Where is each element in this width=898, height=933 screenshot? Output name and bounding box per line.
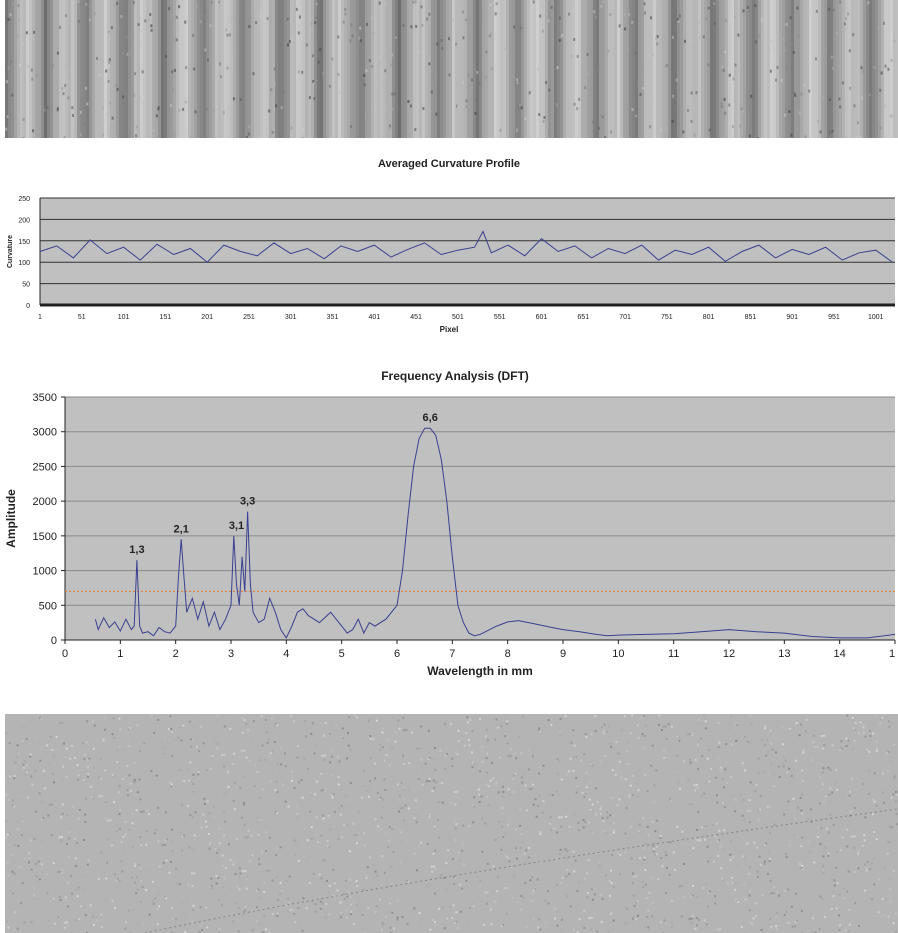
chart1-x-label: Pixel <box>440 325 459 334</box>
chart2-x-tick-label: 6 <box>394 648 400 660</box>
chart1-x-tick-label: 701 <box>619 314 631 321</box>
chart1-y-tick-label: 250 <box>18 196 30 203</box>
chart2-x-tick-label: 4 <box>283 648 289 660</box>
chart1-x-tick-label: 951 <box>828 314 840 321</box>
chart2-x-tick-label: 5 <box>339 648 345 660</box>
chart1-x-tick-label: 1001 <box>868 314 884 321</box>
chart1-x-tick-label: 251 <box>243 314 255 321</box>
chart1-x-tick-label: 801 <box>703 314 715 321</box>
chart2-peak-label: 1,3 <box>129 544 144 556</box>
chart1-x-tick-label: 651 <box>577 314 589 321</box>
chart1-x-tick-label: 151 <box>160 314 172 321</box>
chart1-x-tick-label: 301 <box>285 314 297 321</box>
chart2-plot-area <box>65 397 895 640</box>
chart1-x-tick-label: 401 <box>368 314 380 321</box>
chart2-y-tick-label: 2500 <box>33 461 57 473</box>
chart2-y-tick-label: 500 <box>39 600 57 612</box>
grooved-surface-image <box>5 0 898 138</box>
chart2-peak-label: 6,6 <box>423 412 438 424</box>
chart2-x-tick-label: 3 <box>228 648 234 660</box>
surface-photo-bottom <box>5 714 898 933</box>
chart1-x-tick-label: 451 <box>410 314 422 321</box>
chart2-y-label: Amplitude <box>4 489 18 548</box>
surface-photo-top <box>5 0 898 138</box>
chart2-x-tick-label: 1 <box>117 648 123 660</box>
chart1-x-tick-label: 751 <box>661 314 673 321</box>
chart1-x-tick-label: 901 <box>786 314 798 321</box>
frequency-analysis-chart: Frequency Analysis (DFT) 0 500 1000 1500 2000… <box>0 362 898 702</box>
chart1-y-tick-label: 50 <box>22 282 30 289</box>
chart2-x-tick-label: 1 <box>889 648 895 660</box>
chart2-peak-label: 2,1 <box>174 523 189 535</box>
chart2-y-tick-label: 1500 <box>33 531 57 543</box>
chart1-x-tick-label: 351 <box>327 314 339 321</box>
chart2-peak-label: 3,1 <box>229 520 244 532</box>
curvature-profile-chart: Averaged Curvature Profile 0 50 100 150 200 25… <box>0 150 898 350</box>
chart2-x-tick-label: 12 <box>723 648 735 660</box>
chart2-x-tick-label: 10 <box>612 648 624 660</box>
chart1-x-tick-label: 601 <box>536 314 548 321</box>
chart2-x-tick-label: 13 <box>778 648 790 660</box>
chart1-x-tick-label: 1 <box>38 314 42 321</box>
chart1-x-tick-label: 501 <box>452 314 464 321</box>
chart2-x-tick-label: 0 <box>62 648 68 660</box>
chart2-peak-label: 3,3 <box>240 496 255 508</box>
chart1-series-line <box>39 230 893 263</box>
chart2-series-line <box>94 427 896 639</box>
chart1-x-tick-label: 851 <box>745 314 757 321</box>
chart1-x-tick-label: 551 <box>494 314 506 321</box>
chart2-x-tick-label: 14 <box>834 648 846 660</box>
curvature-profile-svg: Averaged Curvature Profile 0 50 100 150 200 25… <box>7 158 895 334</box>
chart1-y-tick-label: 0 <box>26 303 30 310</box>
chart2-title: Frequency Analysis (DFT) <box>381 369 529 383</box>
chart2-x-tick-label: 9 <box>560 648 566 660</box>
chart2-x-tick-label: 7 <box>449 648 455 660</box>
chart2-y-tick-label: 2000 <box>33 496 57 508</box>
chart2-y-tick-label: 3000 <box>33 427 57 439</box>
chart2-y-tick-label: 0 <box>51 635 57 647</box>
frequency-analysis-svg: Frequency Analysis (DFT) 0 500 1000 1500 2000… <box>4 369 896 678</box>
smooth-surface-image <box>5 714 898 933</box>
chart1-x-tick-label: 201 <box>201 314 213 321</box>
chart2-x-tick-label: 11 <box>668 648 679 660</box>
chart2-x-label: Wavelength in mm <box>427 664 533 678</box>
chart2-y-tick-label: 1000 <box>33 566 57 578</box>
chart1-y-label: Curvature <box>7 235 14 268</box>
chart1-x-tick-label: 51 <box>78 314 86 321</box>
chart1-y-tick-label: 100 <box>18 260 30 267</box>
chart1-y-tick-label: 200 <box>18 217 30 224</box>
chart1-y-tick-label: 150 <box>18 239 30 246</box>
chart2-x-tick-label: 8 <box>505 648 511 660</box>
chart2-x-tick-label: 2 <box>173 648 179 660</box>
chart1-title: Averaged Curvature Profile <box>378 158 520 170</box>
chart1-x-tick-label: 101 <box>118 314 130 321</box>
chart2-y-tick-label: 3500 <box>33 392 57 404</box>
